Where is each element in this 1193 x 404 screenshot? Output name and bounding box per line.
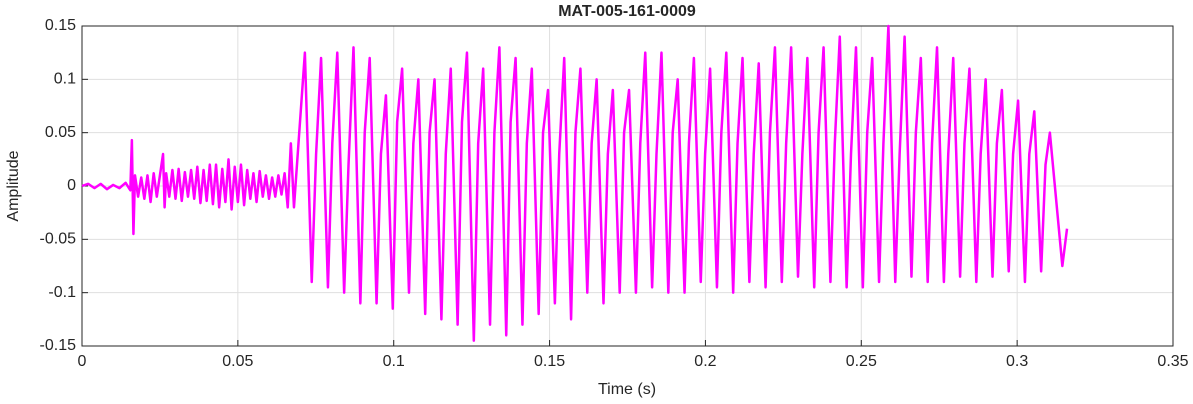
y-tick-label: 0.15 <box>45 17 76 34</box>
x-axis-label: Time (s) <box>598 381 656 398</box>
x-tick-label: 0.35 <box>1157 353 1188 370</box>
y-tick-label: 0.1 <box>54 71 76 88</box>
y-tick-label: 0.05 <box>45 124 76 141</box>
y-tick-label: -0.1 <box>48 284 76 301</box>
y-axis-label: Amplitude <box>5 150 22 221</box>
chart-title: MAT-005-161-0009 <box>558 3 696 20</box>
y-tick-label: 0 <box>67 177 76 194</box>
x-tick-label: 0.2 <box>694 353 716 370</box>
x-tick-label: 0.05 <box>222 353 253 370</box>
x-tick-label: 0.3 <box>1006 353 1028 370</box>
waveform <box>81 24 1069 342</box>
x-tick-label: 0.1 <box>383 353 405 370</box>
x-tick-label: 0.15 <box>534 353 565 370</box>
y-tick-label: -0.05 <box>40 231 77 248</box>
x-tick-label: 0.25 <box>846 353 877 370</box>
x-tick-label: 0 <box>78 353 87 370</box>
y-tick-label: -0.15 <box>40 337 77 354</box>
